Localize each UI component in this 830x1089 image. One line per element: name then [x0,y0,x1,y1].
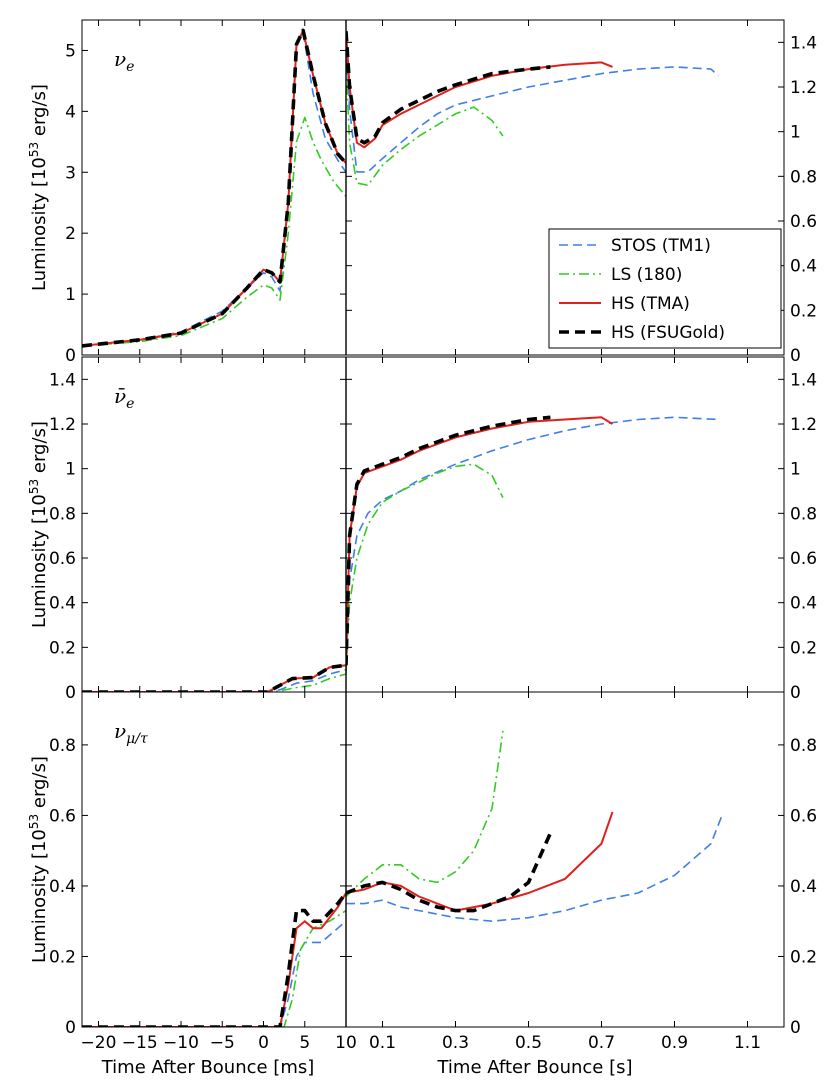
y-tick-right-label: 0 [790,1018,801,1038]
series-stos-tm1-panel2-left [82,668,346,692]
y-axis-label: Luminosity [1053 erg/s] [27,84,50,291]
y-tick-left-label: 1 [65,460,76,480]
y-tick-right-label: 0.8 [790,167,817,187]
y-tick-left-label: 0 [65,346,76,366]
series-ls-180-panel2-right [346,463,504,675]
y-tick-right-label: 0.4 [790,257,817,277]
x-tick-left-label: −10 [163,1033,199,1053]
y-tick-right-label: 0.8 [790,504,817,524]
series-hs-fsugold-panel3-right [346,832,553,913]
y-tick-left-label: 1 [65,285,76,305]
x-axis-label-right: Time After Bounce [s] [436,1057,632,1078]
y-tick-right-label: 0.2 [790,947,817,967]
y-tick-left-label: 1.2 [49,415,76,435]
y-tick-left-label: 0.2 [49,947,76,967]
y-tick-left-label: 0.8 [49,736,76,756]
legend-label-hs-fsugold: HS (FSUGold) [611,323,725,343]
y-tick-right-label: 1.4 [790,33,817,53]
x-tick-left-label: −5 [210,1033,235,1053]
series-ls-180-panel3-right [346,730,504,898]
legend-label-ls-180: LS (180) [611,265,682,285]
y-tick-right-label: 1.2 [790,415,817,435]
panel-2-label: ν̄e [114,384,134,412]
legend-label-stos-tm1: STOS (TM1) [611,236,711,256]
series-hs-tma-panel1-right [346,31,613,149]
panel-3-frame [81,691,785,1028]
series-hs-fsugold-panel2-right [346,415,551,666]
x-tick-right-label: 1.1 [734,1033,761,1053]
y-tick-left-label: 2 [65,224,76,244]
x-tick-right-label: 0.7 [588,1033,615,1053]
x-tick-right-label: 0.5 [515,1033,542,1053]
y-tick-right-label: 0.6 [790,212,817,232]
series-ls-180-panel2-left [82,673,346,692]
y-tick-left-label: 0.4 [49,877,76,897]
y-tick-right-label: 0.2 [790,638,817,658]
y-tick-left-label: 0.6 [49,806,76,826]
series-ls-180-panel1-right [346,64,504,187]
series-hs-fsugold-panel2-left [82,663,346,692]
x-tick-left-label: −15 [122,1033,158,1053]
y-tick-left-label: 4 [65,102,76,122]
y-tick-right-label: 1.2 [790,78,817,98]
y-tick-right-label: 0 [790,683,801,703]
series-ls-180-panel3-left [82,909,346,1027]
series-hs-fsugold-panel3-left [82,891,346,1027]
series-hs-fsugold-panel1-left [82,28,346,348]
x-tick-right-label: 0.9 [661,1033,688,1053]
y-tick-left-label: 0.2 [49,638,76,658]
series-ls-180-panel1-left [82,116,346,347]
x-tick-left-label: −20 [81,1033,117,1053]
y-tick-right-label: 0 [790,346,801,366]
panel-3-label: νμ/τ [114,719,148,747]
y-axis-label: Luminosity [1053 erg/s] [27,421,50,628]
series-stos-tm1-panel1-right [346,31,719,173]
x-tick-right-label: 0.3 [442,1033,469,1053]
y-tick-left-label: 0 [65,683,76,703]
legend-box [548,228,782,349]
x-tick-left-label: 5 [299,1033,310,1053]
y-axis-label: Luminosity [1053 erg/s] [27,756,50,963]
y-tick-left-label: 3 [65,163,76,183]
x-tick-left-label: 10 [335,1033,357,1053]
y-tick-left-label: 0.4 [49,594,76,614]
x-tick-right-label: 0.1 [369,1033,396,1053]
y-tick-right-label: 0.2 [790,301,817,321]
x-tick-left-label: 0 [258,1033,269,1053]
y-tick-right-label: 1.4 [790,370,817,390]
y-tick-left-label: 5 [65,41,76,61]
y-tick-right-label: 0.4 [790,594,817,614]
series-hs-fsugold-panel1-right [346,31,551,145]
panel-1-label: νe [114,47,134,75]
y-tick-right-label: 1 [790,460,801,480]
legend: STOS (TM1) LS (180) HS (TMA) HS (FSUGold) [548,228,782,349]
y-tick-right-label: 0.8 [790,736,817,756]
y-tick-left-label: 0.6 [49,549,76,569]
y-tick-left-label: 0 [65,1018,76,1038]
y-tick-right-label: 0.6 [790,549,817,569]
y-tick-right-label: 1 [790,123,801,143]
y-tick-right-label: 0.4 [790,877,817,897]
panel-1-frame [81,19,785,356]
legend-label-hs-tma: HS (TMA) [611,294,690,314]
y-tick-right-label: 0.6 [790,806,817,826]
series-stos-tm1-panel2-right [346,416,719,670]
x-axis-label-left: Time After Bounce [ms] [101,1057,315,1078]
y-tick-left-label: 1.4 [49,370,76,390]
y-tick-left-label: 0.8 [49,504,76,524]
